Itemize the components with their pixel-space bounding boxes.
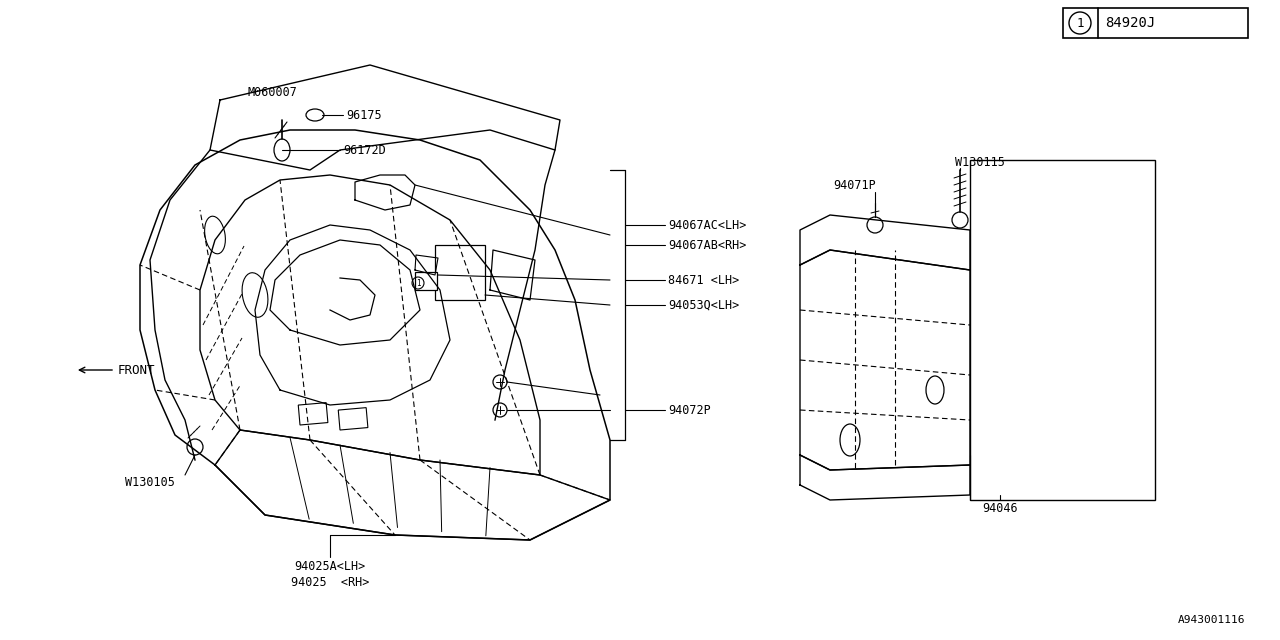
Text: 94072P: 94072P [668,403,710,417]
Bar [338,408,367,430]
Text: 94067AC<LH>: 94067AC<LH> [668,218,746,232]
Bar [415,272,436,290]
Text: 94053Q<LH>: 94053Q<LH> [668,298,740,312]
Text: 84920J: 84920J [1105,16,1156,30]
Text: 1: 1 [1076,17,1084,29]
Text: W130105: W130105 [125,476,175,488]
Text: 96172D: 96172D [343,143,385,157]
Text: W130115: W130115 [955,156,1005,168]
Text: 94046: 94046 [982,502,1018,515]
Text: 94025  <RH>: 94025 <RH> [291,575,369,589]
Text: 94025A<LH>: 94025A<LH> [294,559,366,573]
Bar [435,245,485,300]
Bar [970,160,1155,500]
Text: A943001116: A943001116 [1178,615,1245,625]
Text: 94071P: 94071P [833,179,877,191]
Text: 84671 <LH>: 84671 <LH> [668,273,740,287]
Text: 94067AB<RH>: 94067AB<RH> [668,239,746,252]
Bar [1062,8,1248,38]
Bar [298,403,328,425]
Text: 1: 1 [416,278,420,287]
Text: FRONT: FRONT [118,364,155,376]
Text: M060007: M060007 [247,86,297,99]
Text: 96175: 96175 [346,109,381,122]
